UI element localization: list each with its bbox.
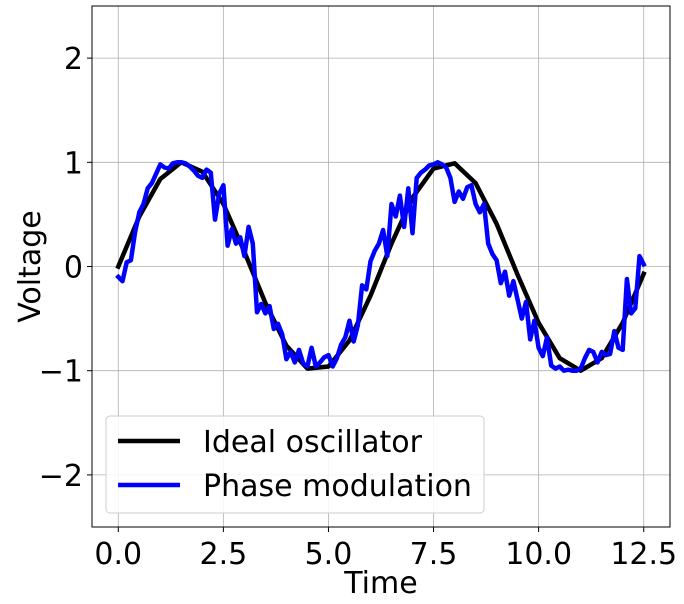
series-lines [115, 160, 647, 373]
x-tick-label-4: 10.0 [505, 537, 572, 572]
legend: Ideal oscillator Phase modulation [105, 415, 485, 514]
y-axis-ticks: −2 −1 0 1 2 [39, 42, 92, 494]
x-tick-label-2: 5.0 [305, 537, 353, 572]
y-tick-label-1: −1 [39, 355, 83, 390]
x-tick-label-3: 7.5 [410, 537, 458, 572]
series-line-phase-modulation [115, 160, 647, 373]
y-tick-label-0: −2 [39, 459, 83, 494]
y-tick-label-3: 1 [64, 146, 83, 181]
x-tick-label-1: 2.5 [200, 537, 248, 572]
x-tick-label-0: 0.0 [94, 537, 142, 572]
legend-box [105, 415, 485, 514]
series-line-ideal-oscillator [115, 160, 647, 373]
x-axis-ticks: 0.0 2.5 5.0 7.5 10.0 12.5 [94, 527, 677, 572]
legend-label-phase-modulation: Phase modulation [203, 469, 472, 504]
legend-label-ideal-oscillator: Ideal oscillator [203, 425, 423, 460]
x-tick-label-5: 12.5 [610, 537, 677, 572]
y-axis-title: Voltage [13, 210, 48, 323]
y-tick-label-2: 0 [64, 251, 83, 286]
y-tick-label-4: 2 [64, 42, 83, 77]
x-axis-title: Time [343, 566, 417, 601]
